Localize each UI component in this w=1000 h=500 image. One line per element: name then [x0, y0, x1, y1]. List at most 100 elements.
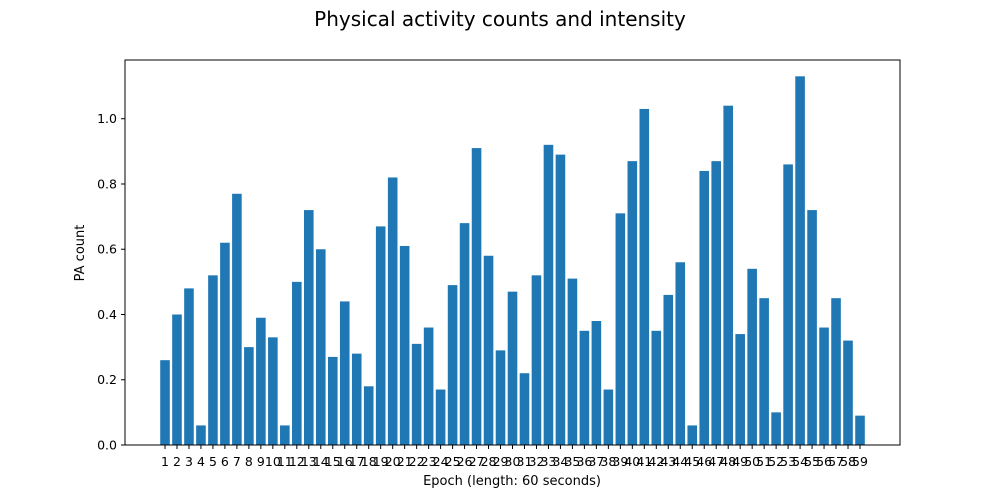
x-tick-label: 21 — [397, 454, 413, 469]
x-tick-label: 53 — [780, 454, 796, 469]
bar-epoch-9 — [256, 317, 266, 445]
bar-epoch-45 — [687, 425, 698, 445]
x-tick-label: 5 — [209, 454, 217, 469]
x-tick-label: 55 — [804, 454, 820, 469]
x-tick-label: 47 — [708, 454, 724, 469]
bar-epoch-21 — [399, 245, 410, 445]
x-tick-label: 9 — [257, 454, 265, 469]
bar-epoch-14 — [315, 249, 326, 445]
x-tick-label: 52 — [768, 454, 784, 469]
x-tick-label: 31 — [517, 454, 533, 469]
x-tick-label: 51 — [756, 454, 772, 469]
bar-epoch-29 — [495, 350, 506, 445]
x-tick-label: 37 — [588, 454, 604, 469]
bar-epoch-48 — [723, 105, 733, 446]
x-tick-label: 22 — [409, 454, 425, 469]
bar-epoch-10 — [268, 337, 278, 445]
x-tick-label: 24 — [433, 454, 449, 469]
x-tick-label: 19 — [373, 454, 389, 469]
bar-epoch-4 — [196, 425, 206, 445]
x-axis-label: Epoch (length: 60 seconds) — [423, 474, 601, 489]
bar-epoch-3 — [184, 288, 194, 445]
x-tick-label: 56 — [816, 454, 832, 469]
y-tick-label: 0.8 — [97, 176, 117, 191]
x-tick-label: 39 — [612, 454, 628, 469]
y-tick-label: 0.4 — [97, 307, 117, 322]
x-tick-label: 34 — [552, 454, 568, 469]
bar-epoch-33 — [543, 144, 554, 445]
x-tick-label: 54 — [792, 454, 808, 469]
x-tick-label: 13 — [301, 454, 317, 469]
bar-epoch-28 — [483, 255, 494, 445]
x-tick-label: 33 — [540, 454, 556, 469]
bar-epoch-20 — [387, 177, 398, 445]
bar-epoch-19 — [375, 226, 386, 445]
x-axis-ticks: 1 2 3 4 5 6 7 8 9 1011121314151617181920212223242… — [161, 445, 868, 469]
bar-epoch-15 — [327, 356, 338, 445]
y-tick-label: 0.2 — [97, 372, 117, 387]
bar-epoch-53 — [783, 164, 793, 445]
bar-epoch-40 — [627, 161, 638, 445]
bar-epoch-23 — [423, 327, 434, 445]
bar-epoch-38 — [603, 389, 614, 445]
x-tick-label: 16 — [337, 454, 353, 469]
bar-epoch-59 — [855, 415, 865, 445]
x-tick-label: 46 — [696, 454, 712, 469]
x-tick-label: 29 — [493, 454, 509, 469]
x-tick-label: 23 — [421, 454, 437, 469]
bar-epoch-35 — [567, 278, 578, 445]
x-tick-label: 36 — [576, 454, 592, 469]
x-tick-label: 59 — [852, 454, 868, 469]
x-tick-label: 4 — [197, 454, 205, 469]
x-tick-label: 28 — [481, 454, 497, 469]
bar-epoch-50 — [747, 268, 757, 445]
x-tick-label: 40 — [624, 454, 640, 469]
x-tick-label: 45 — [684, 454, 700, 469]
bar-epoch-17 — [351, 353, 362, 445]
y-tick-label: 1.0 — [97, 111, 117, 126]
bar-epoch-56 — [819, 327, 829, 445]
x-tick-label: 42 — [648, 454, 664, 469]
bar-epoch-27 — [471, 148, 482, 445]
bar-epoch-37 — [591, 321, 602, 445]
x-tick-label: 43 — [660, 454, 676, 469]
bar-epoch-57 — [831, 298, 841, 445]
bar-epoch-7 — [232, 193, 242, 445]
bar-epoch-55 — [807, 210, 817, 445]
bar-epoch-16 — [339, 301, 350, 445]
x-tick-label: 35 — [564, 454, 580, 469]
chart-title: Physical activity counts and intensity — [314, 7, 686, 31]
bar-epoch-18 — [363, 386, 374, 445]
x-tick-label: 8 — [245, 454, 253, 469]
bar-epoch-30 — [507, 291, 518, 445]
x-tick-label: 27 — [469, 454, 485, 469]
x-tick-label: 58 — [840, 454, 856, 469]
bar-epoch-22 — [411, 343, 422, 445]
bar-epoch-39 — [615, 213, 626, 445]
x-tick-label: 25 — [445, 454, 461, 469]
bar-epoch-26 — [459, 223, 470, 445]
x-tick-label: 41 — [636, 454, 652, 469]
bar-epoch-24 — [435, 389, 446, 445]
bar-epoch-1 — [160, 360, 170, 445]
x-tick-label: 1 — [161, 454, 169, 469]
bar-epoch-13 — [304, 210, 314, 445]
x-tick-label: 10 — [265, 454, 281, 469]
x-tick-label: 57 — [828, 454, 844, 469]
x-tick-label: 30 — [505, 454, 521, 469]
bar-epoch-42 — [651, 330, 662, 445]
bar-epoch-11 — [280, 425, 290, 445]
bar-epoch-25 — [447, 285, 458, 445]
bar-epoch-51 — [759, 298, 769, 445]
x-tick-label: 6 — [221, 454, 229, 469]
x-tick-label: 2 — [173, 454, 181, 469]
x-tick-label: 49 — [732, 454, 748, 469]
bar-epoch-36 — [579, 330, 590, 445]
bar-epoch-47 — [711, 161, 721, 445]
bar-epoch-52 — [771, 412, 781, 445]
x-tick-label: 48 — [720, 454, 736, 469]
x-tick-label: 18 — [361, 454, 377, 469]
bar-epoch-2 — [172, 314, 182, 445]
x-tick-label: 15 — [325, 454, 341, 469]
